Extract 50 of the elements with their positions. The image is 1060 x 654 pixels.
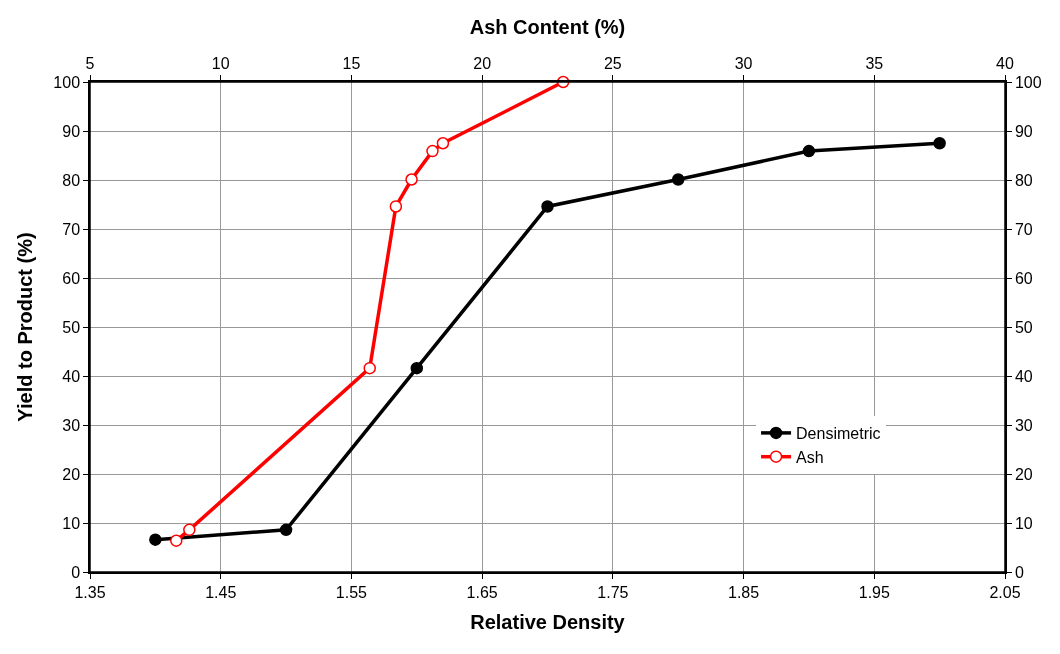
point [671, 173, 685, 186]
x2-tick-label: 30 [734, 54, 753, 72]
x-tick-label: 1.35 [74, 583, 106, 601]
y2-tick-label: 0 [1014, 563, 1024, 581]
y-tick-label: 30 [62, 416, 81, 434]
y2-tick-label: 30 [1014, 416, 1033, 434]
point [279, 523, 293, 537]
point [541, 200, 554, 213]
y2-tick-label: 70 [1014, 220, 1033, 238]
x2-tick-label: 20 [473, 54, 492, 72]
y-tick-label: 20 [62, 465, 81, 483]
y-axis-title: Yield to Product (%) [14, 232, 37, 422]
y-tick-label: 80 [62, 171, 81, 189]
x2-tick-label: 5 [85, 54, 95, 72]
x-tick-label: 1.85 [728, 583, 760, 601]
y-tick-label: 60 [62, 269, 81, 287]
x2-tick-label: 35 [865, 54, 884, 72]
x-tick-label: 1.75 [597, 583, 629, 601]
y2-tick-label: 40 [1014, 367, 1033, 385]
y-tick-label: 90 [62, 122, 81, 140]
y-tick-label: 70 [62, 220, 81, 238]
y-tick-label: 100 [53, 73, 81, 91]
y2-tick-label: 20 [1014, 465, 1033, 483]
x-tick-label: 1.65 [466, 583, 498, 601]
y-tick-label: 50 [62, 318, 81, 336]
y2-tick-label: 80 [1014, 171, 1033, 189]
point [410, 361, 424, 375]
y-tick-label: 40 [62, 367, 81, 385]
point [802, 144, 816, 158]
y2-tick-label: 10 [1014, 514, 1033, 532]
legend-label: Ash [796, 448, 824, 466]
x-tick-label: 1.55 [335, 583, 368, 601]
y2-tick-label: 50 [1014, 318, 1033, 336]
y2-tick-label: 60 [1014, 269, 1033, 287]
x2-tick-label: 10 [211, 54, 230, 72]
x2-tick-label: 25 [603, 54, 622, 72]
x-tick-label: 1.45 [205, 583, 237, 601]
point [149, 533, 162, 546]
x2-tick-label: 15 [342, 54, 361, 72]
x-tick-label: 1.95 [858, 583, 890, 601]
x-axis-title: Relative Density [470, 610, 626, 633]
y-tick-label: 0 [71, 563, 81, 581]
x2-tick-label: 40 [996, 54, 1014, 72]
legend-label: Densimetric [796, 425, 881, 443]
y-tick-label: 10 [62, 514, 81, 532]
point [933, 137, 946, 150]
x2-axis-title: Ash Content (%) [469, 15, 626, 38]
y2-tick-label: 90 [1014, 122, 1033, 140]
x-tick-label: 2.05 [989, 583, 1021, 601]
y2-tick-label: 100 [1014, 73, 1042, 91]
